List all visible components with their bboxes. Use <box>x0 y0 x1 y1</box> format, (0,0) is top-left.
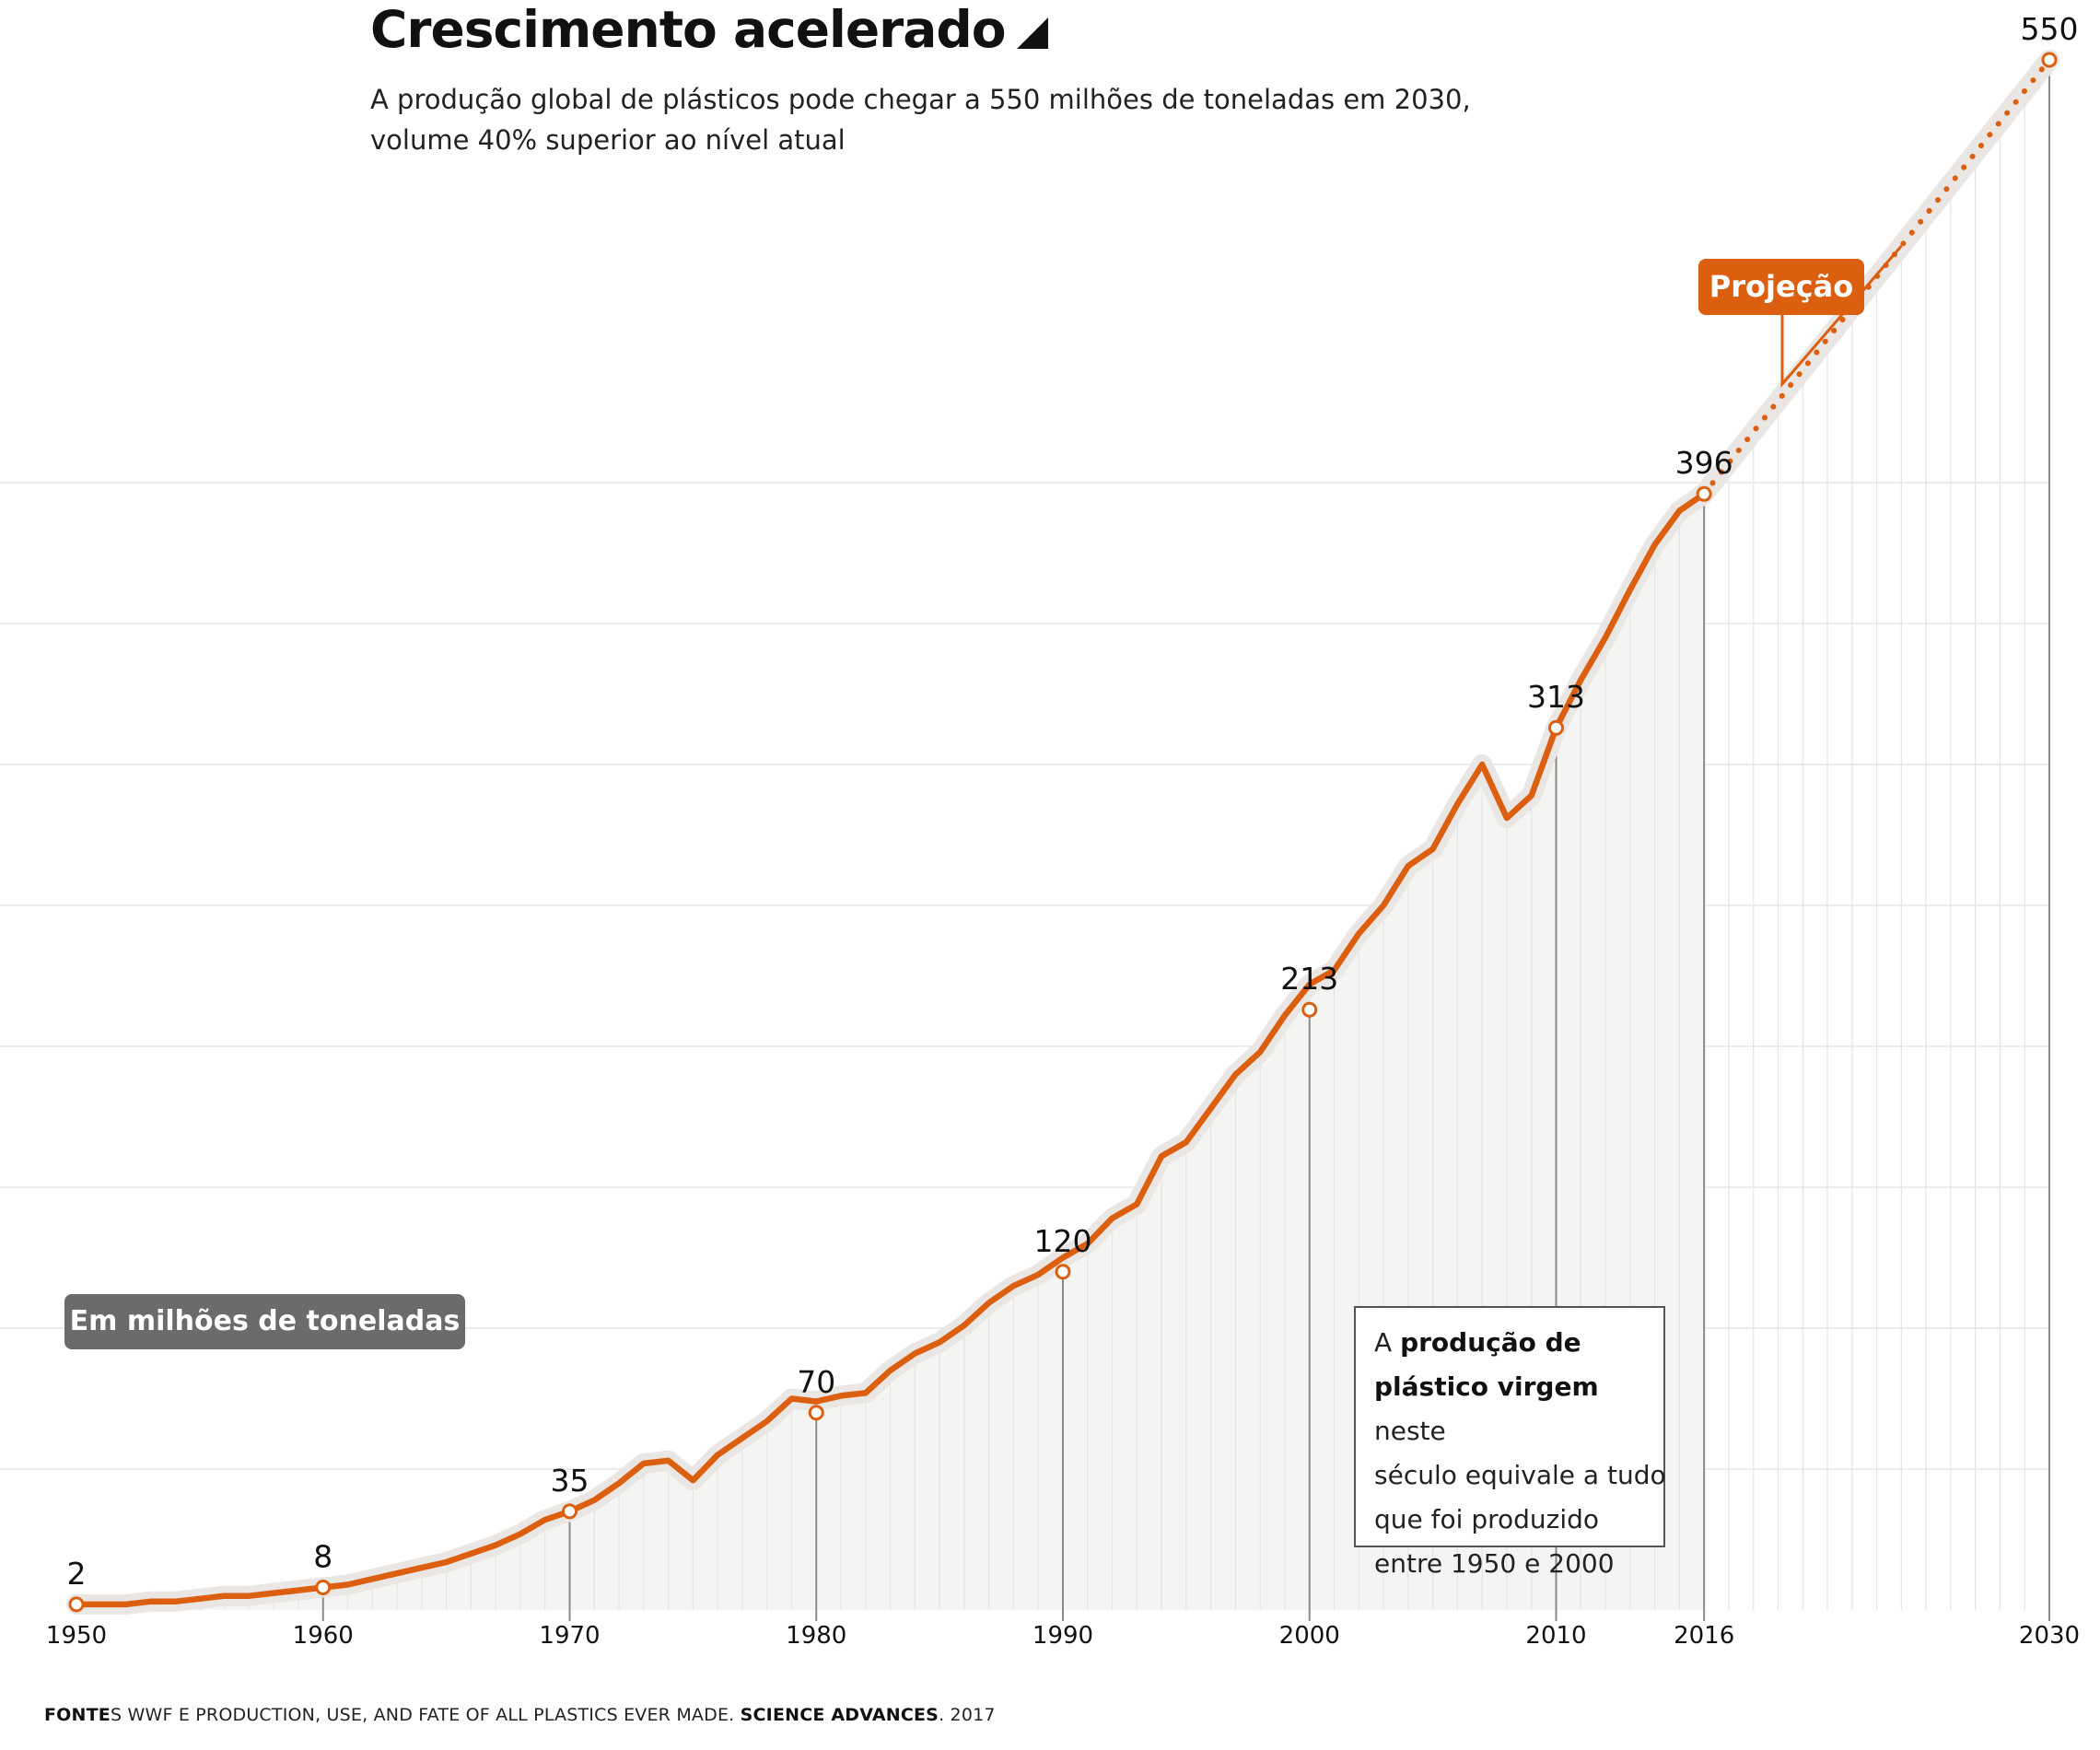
note-text-3: século equivale a tudo <box>1374 1460 1666 1490</box>
note-bold-2: plástico virgem <box>1374 1371 1599 1402</box>
chart-subtitle: A produção global de plásticos pode cheg… <box>370 79 1476 160</box>
annotation-box: A produção de plástico virgem neste sécu… <box>1354 1306 1666 1579</box>
chart-title-text: Crescimento acelerado <box>370 0 1007 59</box>
note-text-5: entre 1950 e 2000 <box>1374 1548 1615 1579</box>
x-tick-1990: 1990 <box>1032 1622 1093 1650</box>
data-point-2000 <box>1301 1001 1318 1018</box>
subtitle-line-1: A produção global de plásticos pode cheg… <box>370 84 1471 115</box>
note-bold-1: produção de <box>1400 1327 1581 1358</box>
data-point-2016 <box>1696 485 1712 502</box>
series-lines <box>73 57 2052 1608</box>
data-point-2030 <box>2041 52 2058 68</box>
data-label-1980: 70 <box>797 1364 835 1400</box>
x-tick-1970: 1970 <box>539 1622 600 1650</box>
source-journal: SCIENCE ADVANCES <box>740 1705 939 1725</box>
note-text-2: neste <box>1374 1416 1446 1446</box>
data-label-1950: 2 <box>67 1556 87 1592</box>
projection-badge: Projeção <box>1698 259 1864 315</box>
data-labels: 2 8 35 70 120 213 313 396 550 <box>67 11 2079 1592</box>
series-line-historical <box>73 490 1708 1608</box>
source-label: FONTE <box>44 1705 111 1725</box>
chart-title: Crescimento acelerado <box>370 0 1048 59</box>
data-label-1960: 8 <box>313 1539 332 1575</box>
x-tick-2010: 2010 <box>1525 1622 1586 1650</box>
note-text-4: que foi produzido <box>1374 1504 1600 1534</box>
source-text-2: . 2017 <box>939 1705 996 1725</box>
subtitle-line-2: volume 40% superior ao nível atual <box>370 124 846 156</box>
unit-badge: Em milhões de toneladas <box>64 1294 465 1349</box>
area-under-line <box>76 494 1705 1611</box>
note-text-1: A <box>1374 1327 1401 1358</box>
x-tick-2016: 2016 <box>1674 1622 1734 1650</box>
data-point-1980 <box>808 1405 824 1421</box>
source-text-1: S WWF E PRODUCTION, USE, AND FATE OF ALL… <box>110 1705 741 1725</box>
data-label-2016: 396 <box>1675 445 1733 481</box>
data-point-1960 <box>315 1580 332 1596</box>
x-tick-1960: 1960 <box>293 1622 354 1650</box>
x-axis-ticks: 1950 1960 1970 1980 1990 2000 2010 2016 2030 <box>46 1622 2080 1650</box>
data-label-1990: 120 <box>1034 1223 1092 1259</box>
x-tick-2030: 2030 <box>2019 1622 2080 1650</box>
data-label-2010: 313 <box>1527 679 1585 715</box>
x-tick-1950: 1950 <box>46 1622 107 1650</box>
triangle-icon <box>1016 18 1048 49</box>
data-label-2000: 213 <box>1280 961 1338 997</box>
data-points <box>68 52 2058 1613</box>
area-fill <box>76 494 1705 1611</box>
x-tick-2000: 2000 <box>1279 1622 1340 1650</box>
source-credit: FONTES WWF E PRODUCTION, USE, AND FATE O… <box>44 1705 996 1725</box>
data-label-2030: 550 <box>2021 11 2079 47</box>
data-point-1970 <box>562 1503 578 1520</box>
data-point-1990 <box>1055 1264 1071 1280</box>
data-point-1950 <box>68 1596 85 1613</box>
data-point-2010 <box>1548 719 1564 736</box>
data-label-1970: 35 <box>551 1463 589 1499</box>
x-tick-1980: 1980 <box>786 1622 846 1650</box>
series-line-projection <box>1701 57 2052 497</box>
